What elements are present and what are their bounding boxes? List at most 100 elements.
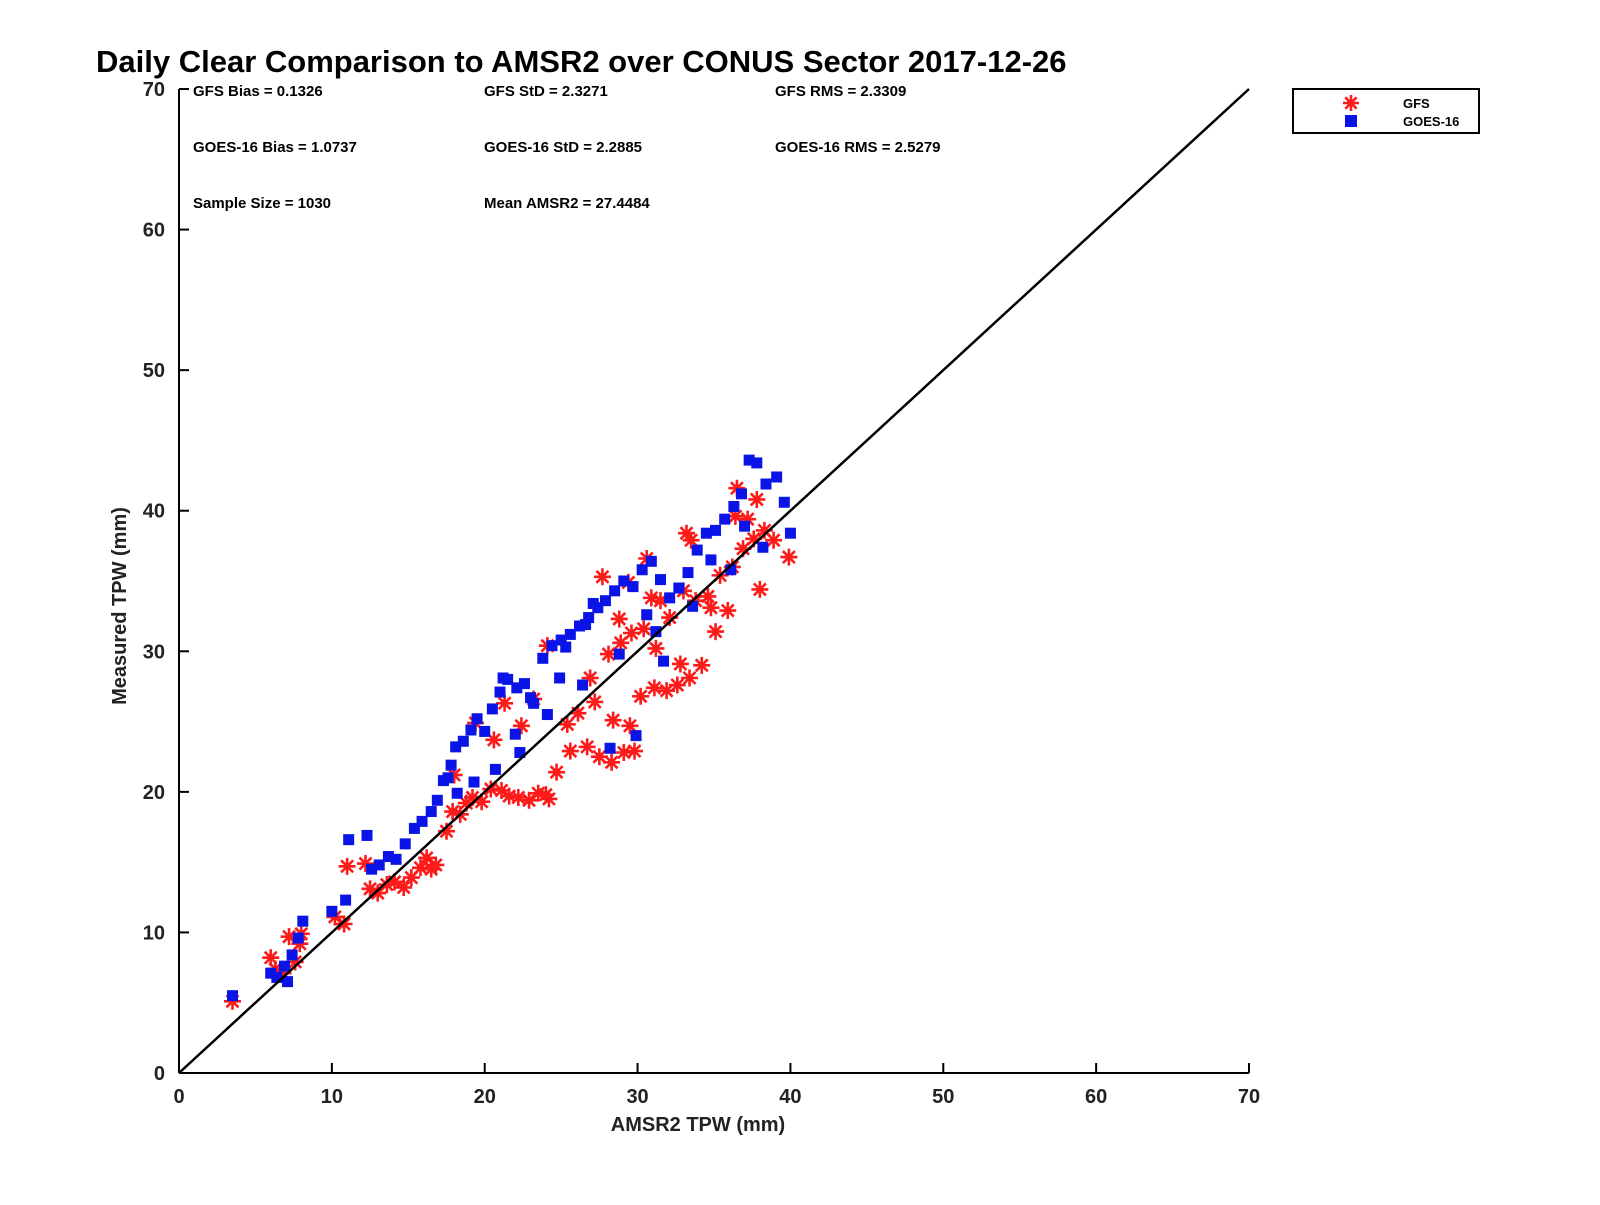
data-point — [630, 730, 642, 742]
data-point — [451, 787, 463, 799]
data-point — [632, 687, 650, 705]
data-point — [687, 600, 699, 612]
data-point — [613, 648, 625, 660]
data-point — [726, 507, 744, 525]
data-point — [636, 564, 648, 576]
data-point — [292, 932, 304, 944]
y-tick-label: 60 — [143, 220, 165, 242]
data-point — [418, 849, 436, 867]
data-point — [286, 953, 304, 971]
data-point — [691, 544, 703, 556]
data-point — [489, 763, 501, 775]
data-point — [581, 669, 599, 687]
data-point — [658, 682, 676, 700]
data-point — [529, 784, 547, 802]
x-tick-label: 50 — [932, 1086, 954, 1108]
legend: GFS GOES-16 — [1292, 88, 1480, 134]
data-point — [687, 592, 705, 610]
data-point — [395, 878, 413, 896]
data-point — [560, 641, 572, 653]
data-point — [340, 894, 352, 906]
data-point — [399, 838, 411, 850]
data-point — [402, 869, 420, 887]
data-point — [677, 524, 695, 542]
data-point — [564, 628, 576, 640]
data-point — [705, 554, 717, 566]
stat-text: GFS RMS = 2.3309 — [775, 83, 906, 100]
data-point — [635, 620, 653, 638]
stat-text: Sample Size = 1030 — [193, 195, 331, 212]
data-point — [612, 634, 630, 652]
data-point — [265, 967, 277, 979]
data-point — [699, 587, 717, 605]
data-point — [751, 580, 769, 598]
data-point — [719, 602, 737, 620]
data-point — [445, 759, 457, 771]
data-point — [668, 676, 686, 694]
legend-marker-goes16 — [1345, 115, 1357, 127]
data-point — [356, 855, 374, 873]
data-point — [438, 822, 455, 840]
data-point — [719, 513, 731, 525]
data-point — [431, 794, 443, 806]
data-point — [661, 609, 679, 627]
data-point — [604, 711, 622, 729]
data-point — [457, 735, 469, 747]
data-point — [442, 772, 454, 784]
x-axis-label: AMSR2 TPW (mm) — [611, 1114, 785, 1136]
data-point — [710, 524, 722, 536]
data-point — [227, 990, 238, 1002]
data-point — [771, 471, 783, 483]
data-point — [541, 709, 553, 721]
data-point — [338, 857, 356, 875]
data-point — [326, 908, 344, 926]
data-point — [743, 454, 755, 466]
data-point — [416, 815, 428, 827]
data-point — [493, 781, 511, 799]
data-point — [369, 884, 387, 902]
data-point — [297, 915, 309, 927]
y-tick-label: 0 — [154, 1063, 165, 1085]
data-point — [693, 656, 711, 674]
data-point — [736, 488, 748, 500]
data-point — [739, 520, 751, 532]
data-point — [725, 564, 737, 576]
y-tick-label: 50 — [143, 360, 165, 382]
stats-annotations: GFS Bias = 0.1326 GFS StD = 2.3271 GFS RMS… — [193, 83, 941, 212]
data-point — [546, 640, 558, 652]
data-point — [765, 531, 783, 549]
axes: 0 10 20 30 40 50 60 70 0 10 20 30 40 50 60 70 — [143, 79, 1260, 1108]
data-point — [622, 624, 640, 642]
data-point — [502, 673, 514, 685]
data-point — [673, 582, 685, 594]
data-point — [463, 788, 481, 806]
stat-text: GFS StD = 2.3271 — [484, 83, 608, 100]
data-point — [224, 992, 241, 1010]
data-point — [286, 949, 298, 961]
data-point — [645, 555, 657, 567]
data-point — [618, 575, 630, 587]
data-point — [361, 880, 379, 898]
data-point — [282, 976, 294, 988]
stat-text: GOES-16 RMS = 2.5279 — [775, 139, 941, 156]
data-point — [561, 742, 579, 760]
data-point — [343, 834, 355, 846]
data-point — [274, 964, 292, 982]
data-point — [425, 806, 437, 818]
data-point — [262, 949, 280, 967]
data-point — [577, 679, 589, 691]
x-tick-label: 70 — [1238, 1086, 1260, 1108]
data-point — [291, 935, 309, 953]
data-point — [745, 530, 763, 548]
data-point — [485, 731, 503, 749]
data-point — [280, 928, 298, 946]
data-point — [555, 634, 567, 646]
data-point — [615, 744, 633, 761]
data-point — [578, 738, 596, 756]
data-point — [755, 521, 773, 539]
data-point — [278, 960, 290, 972]
legend-label: GOES-16 — [1403, 114, 1459, 129]
data-point — [486, 703, 498, 715]
data-point — [335, 915, 353, 933]
